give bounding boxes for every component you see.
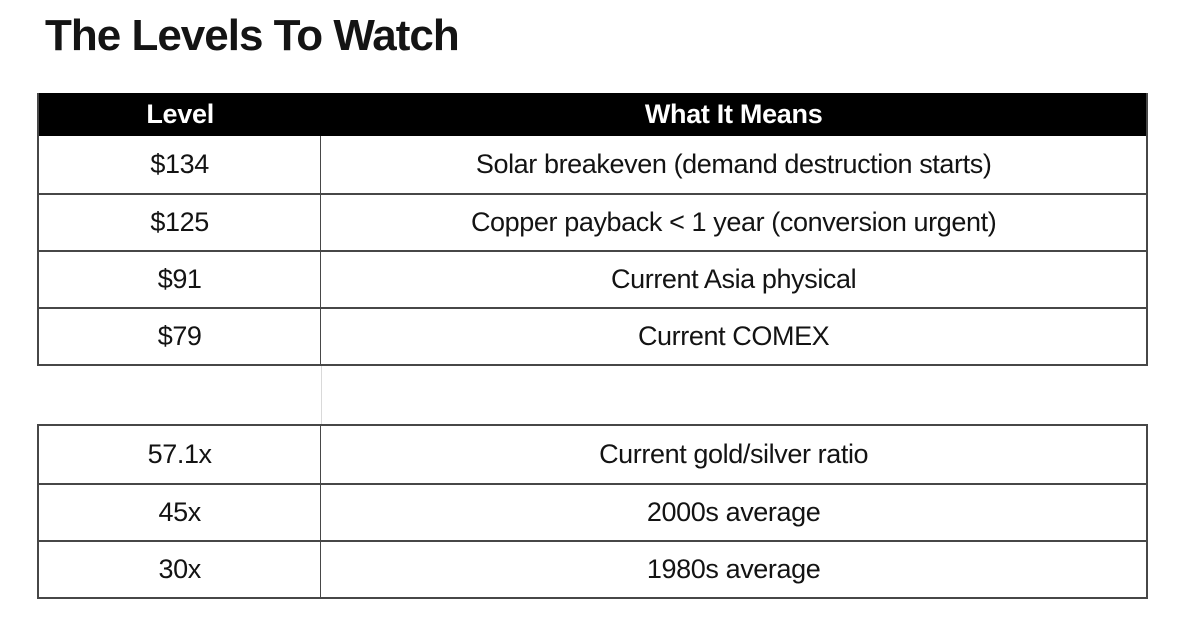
table-row: $91 Current Asia physical <box>39 250 1146 307</box>
spacer-divider-line <box>321 366 323 424</box>
table-row: 57.1x Current gold/silver ratio <box>39 426 1146 483</box>
table-row: $125 Copper payback < 1 year (conversion… <box>39 193 1146 250</box>
meaning-cell: Current COMEX <box>637 321 830 351</box>
page-title: The Levels To Watch <box>45 11 460 60</box>
level-cell: 30x <box>39 542 322 597</box>
column-header-meaning: What It Means <box>644 99 823 129</box>
meaning-cell: 2000s average <box>646 497 821 527</box>
meaning-cell: Current Asia physical <box>611 264 857 294</box>
level-cell: $125 <box>39 195 322 250</box>
level-cell: 57.1x <box>39 426 322 483</box>
table-header-row: Level What It Means <box>39 93 1146 136</box>
meaning-cell: Current gold/silver ratio <box>599 439 869 469</box>
level-cell: $134 <box>39 136 322 193</box>
level-cell: 45x <box>39 485 322 540</box>
level-cell: $91 <box>39 252 322 307</box>
column-header-level: Level <box>146 99 214 129</box>
table-row: 45x 2000s average <box>39 483 1146 540</box>
table-row: 30x 1980s average <box>39 540 1146 597</box>
level-cell: $79 <box>39 309 322 364</box>
meaning-cell: Copper payback < 1 year (conversion urge… <box>470 207 997 237</box>
ratio-levels-block: 57.1x Current gold/silver ratio 45x 2000… <box>37 424 1148 599</box>
meaning-cell: 1980s average <box>646 554 821 584</box>
meaning-cell: Solar breakeven (demand destruction star… <box>475 149 992 179</box>
levels-table: Level What It Means $134 Solar breakeven… <box>37 93 1148 599</box>
table-row: $134 Solar breakeven (demand destruction… <box>39 136 1146 193</box>
table-spacer <box>37 366 1148 424</box>
page: The Levels To Watch Level What It Means … <box>0 8 1199 628</box>
table-row: $79 Current COMEX <box>39 307 1146 364</box>
price-levels-block: Level What It Means $134 Solar breakeven… <box>37 93 1148 366</box>
